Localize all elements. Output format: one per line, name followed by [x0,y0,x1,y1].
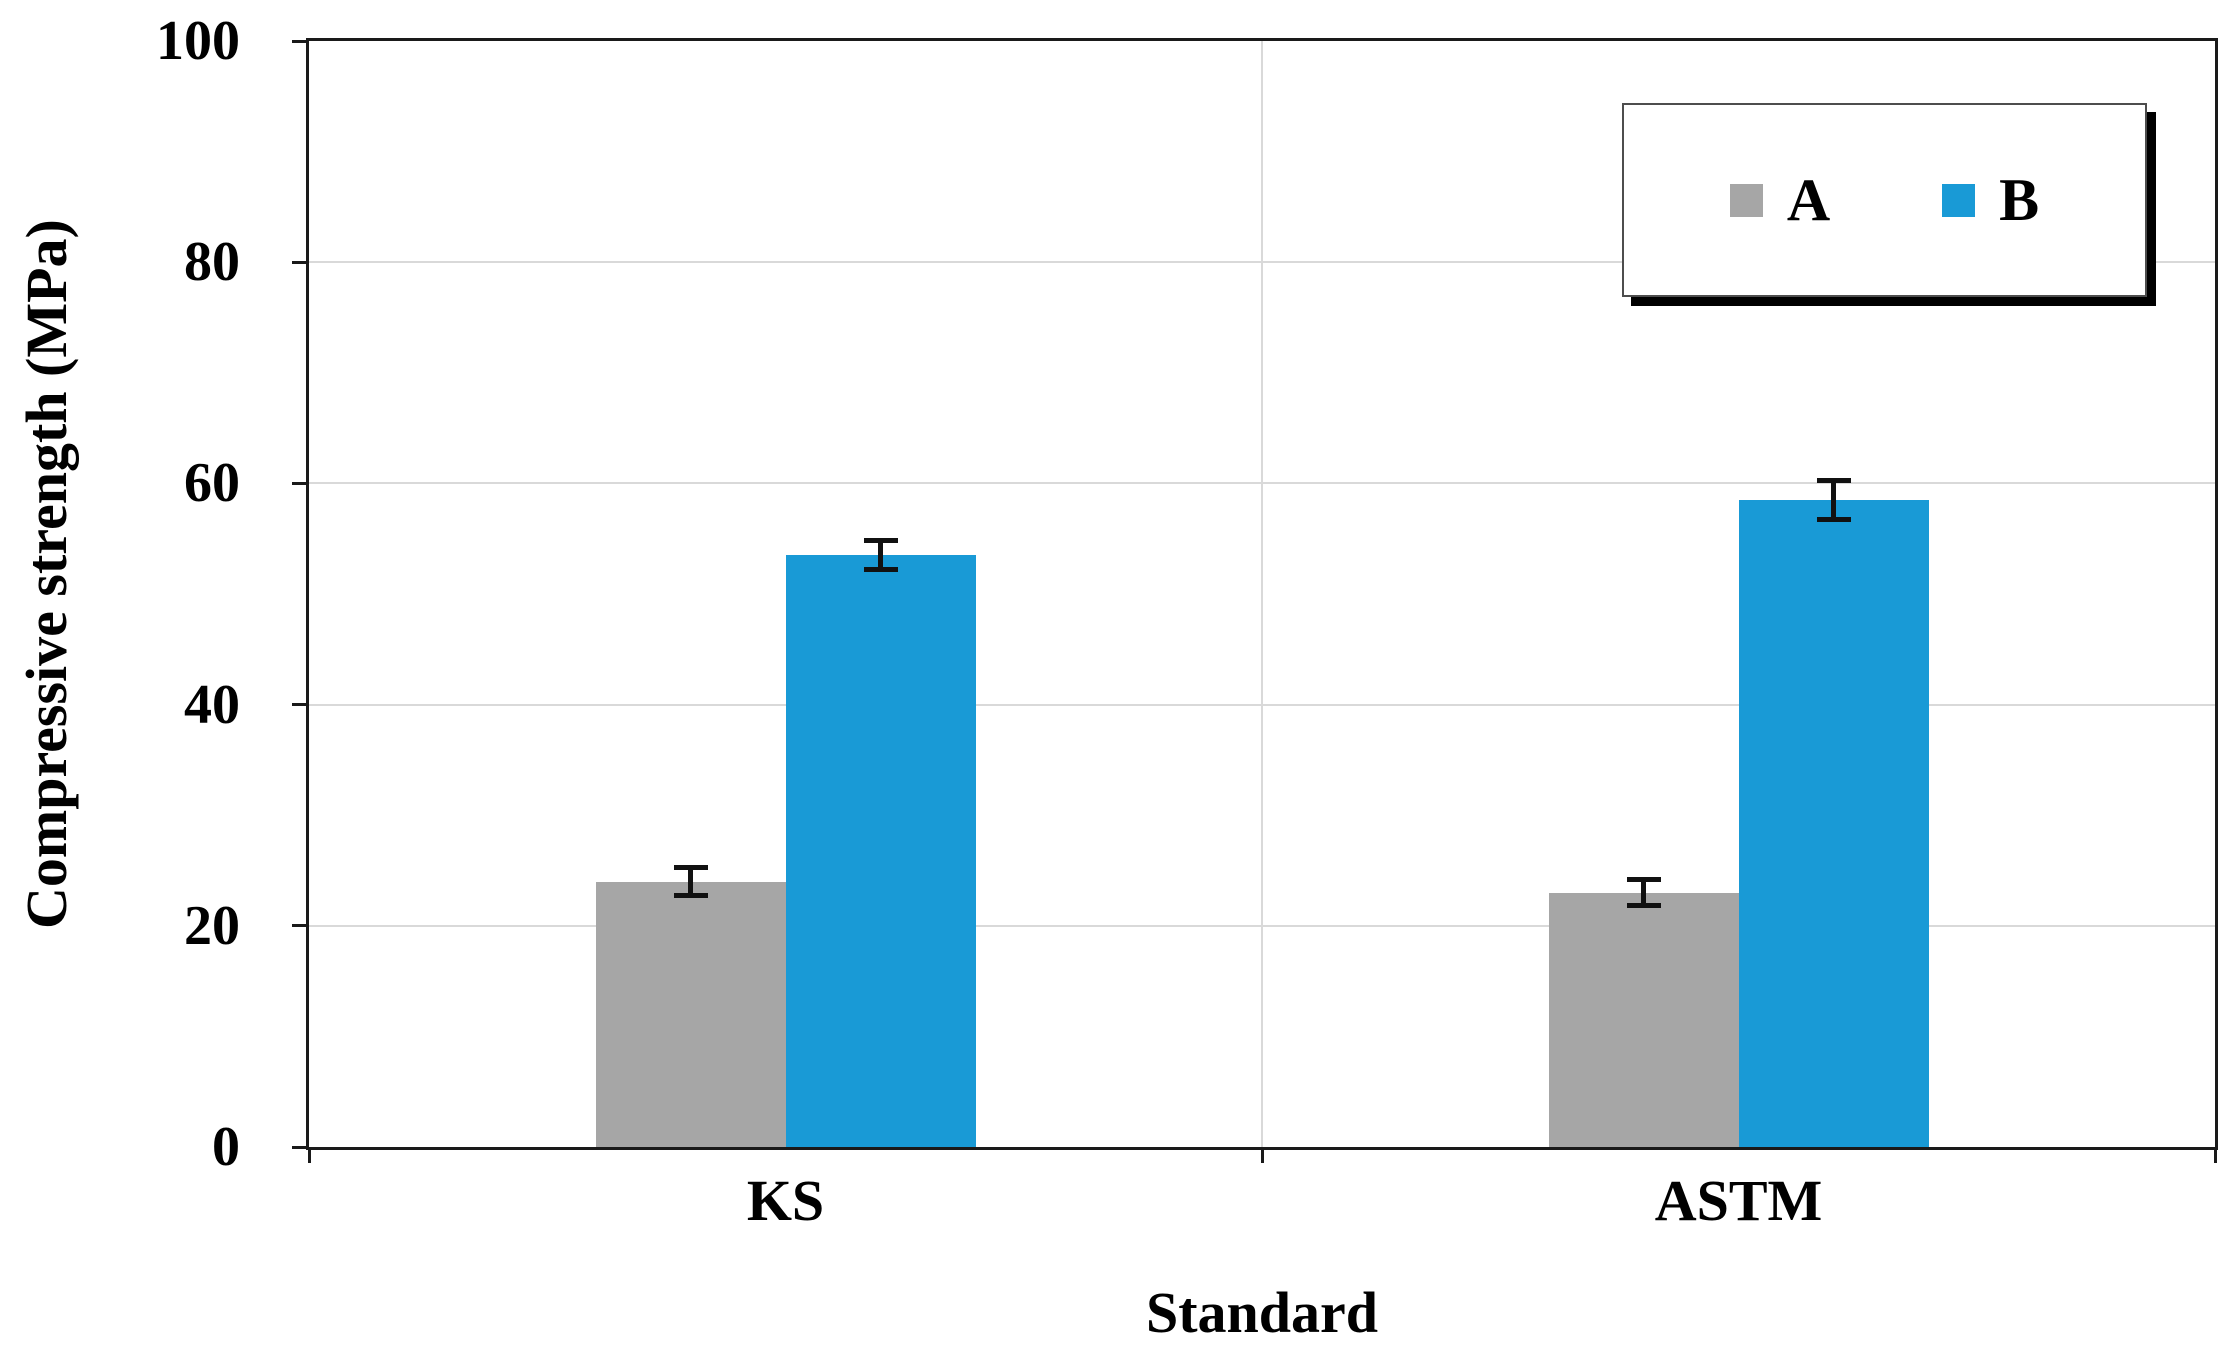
legend-label-A: A [1786,167,1831,233]
v-gridline-category-boundary [1261,41,1263,1147]
error-bar-cap-bottom-A-KS [673,893,708,899]
y-tick-label-0: 0 [212,1116,240,1178]
y-tick-80 [292,260,306,264]
legend-item-B: B [1942,170,2039,230]
bar-B-KS [785,555,976,1147]
error-bar-cap-top-A-ASTM [1626,876,1661,882]
bar-A-ASTM [1548,892,1739,1147]
error-bar-stem-B-KS [878,540,883,570]
error-bar-cap-bottom-A-ASTM [1626,903,1661,909]
x-tick-1 [1260,1147,1264,1163]
bar-B-ASTM [1738,499,1929,1147]
error-bar-cap-top-B-ASTM [1816,477,1851,483]
x-category-label-ASTM: ASTM [1654,1168,1823,1233]
error-bar-stem-B-ASTM [1831,480,1836,520]
x-category-label-KS: KS [746,1168,825,1233]
y-tick-40 [292,703,306,707]
y-tick-100 [292,39,306,43]
y-tick-label-40: 40 [184,673,240,736]
y-tick-0 [292,1145,306,1149]
error-bar-stem-A-KS [688,867,693,896]
y-tick-label-60: 60 [184,452,240,515]
y-tick-label-100: 100 [156,10,240,72]
error-bar-cap-bottom-B-ASTM [1816,517,1851,523]
legend-swatch-B [1942,183,1976,217]
y-tick-20 [292,924,306,928]
y-tick-label-20: 20 [184,894,240,957]
y-tick-60 [292,481,306,485]
x-axis-title: Standard [1145,1280,1379,1345]
error-bar-cap-top-A-KS [673,864,708,870]
y-tick-label-80: 80 [184,231,240,294]
legend-label-B: B [1999,167,2040,233]
error-bar-cap-top-B-KS [863,538,898,544]
bar-A-KS [595,881,786,1147]
x-tick-0 [307,1147,311,1163]
legend-swatch-A [1729,183,1763,217]
error-bar-cap-bottom-B-KS [863,567,898,573]
legend-item-A: A [1729,167,1831,233]
error-bar-stem-A-ASTM [1641,879,1646,906]
x-tick-2 [2213,1147,2217,1163]
